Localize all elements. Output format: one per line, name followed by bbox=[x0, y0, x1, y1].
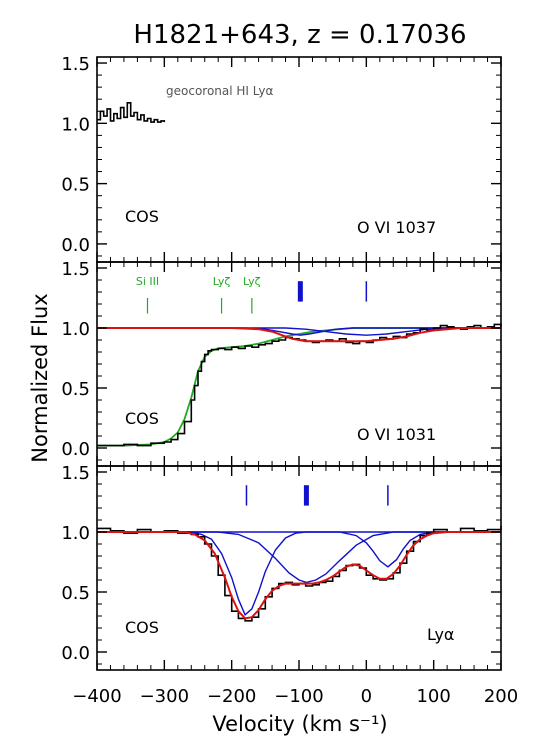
species-label: Lyζ bbox=[243, 275, 261, 288]
panel-instrument-label: COS bbox=[125, 618, 159, 637]
data-spectrum-line bbox=[97, 526, 502, 622]
y-tick-label: 1.5 bbox=[61, 54, 90, 75]
y-tick-label: 0.0 bbox=[61, 439, 90, 460]
panel-frame bbox=[96, 56, 502, 263]
panel-line-label: Lyα bbox=[427, 625, 454, 644]
x-tick-label: −300 bbox=[140, 686, 189, 707]
panel-line-label: O VI 1031 bbox=[357, 425, 436, 444]
panel-line-label: O VI 1037 bbox=[357, 218, 436, 237]
y-tick-label: 1.0 bbox=[61, 114, 90, 135]
panel-instrument-label: COS bbox=[125, 207, 159, 226]
y-axis-label: Normalized Flux bbox=[28, 293, 52, 462]
y-tick-label: 0.5 bbox=[61, 175, 90, 196]
y-tick-label: 1.5 bbox=[61, 259, 90, 280]
panel-instrument-label: COS bbox=[125, 409, 159, 428]
panel-lya: 0.0 0.5 1.0 1.5 COS Lyα bbox=[61, 463, 502, 671]
component-line-3 bbox=[97, 531, 501, 568]
y-tick-label: 1.0 bbox=[61, 319, 90, 340]
panel-ovi1037: 0.0 0.5 1.0 1.5 geocoronal HI Lyα COS O VI … bbox=[61, 54, 502, 263]
species-label: Lyζ bbox=[213, 275, 231, 288]
data-spectrum-line bbox=[97, 102, 166, 123]
component-line-2 bbox=[97, 531, 501, 584]
y-tick-label: 1.0 bbox=[61, 523, 90, 544]
total-model-line bbox=[97, 327, 501, 343]
x-tick-label: −100 bbox=[274, 686, 323, 707]
species-label: Si III bbox=[136, 275, 159, 288]
panel-ovi1031: Si III Lyζ Lyζ 0.0 0.5 1.0 1.5 COS O VI 1031 bbox=[61, 259, 502, 467]
y-tick-label: 0.0 bbox=[61, 235, 90, 256]
x-tick-label: 100 bbox=[416, 686, 450, 707]
geocoronal-annotation: geocoronal HI Lyα bbox=[166, 84, 273, 98]
x-tick-labels: −400 −300 −200 −100 0 100 200 bbox=[72, 686, 518, 707]
x-tick-label: 0 bbox=[361, 686, 372, 707]
x-tick-label: −400 bbox=[72, 686, 121, 707]
x-axis-label: Velocity (km s⁻¹) bbox=[212, 712, 387, 736]
x-tick-label: −200 bbox=[207, 686, 256, 707]
total-model-line bbox=[97, 531, 501, 620]
chart-title: H1821+643, z = 0.17036 bbox=[133, 20, 466, 50]
y-tick-label: 0.0 bbox=[61, 643, 90, 664]
x-tick-label: 200 bbox=[484, 686, 518, 707]
y-tick-label: 0.5 bbox=[61, 379, 90, 400]
y-tick-label: 1.5 bbox=[61, 463, 90, 484]
component-line-1 bbox=[97, 531, 501, 616]
y-tick-label: 0.5 bbox=[61, 583, 90, 604]
